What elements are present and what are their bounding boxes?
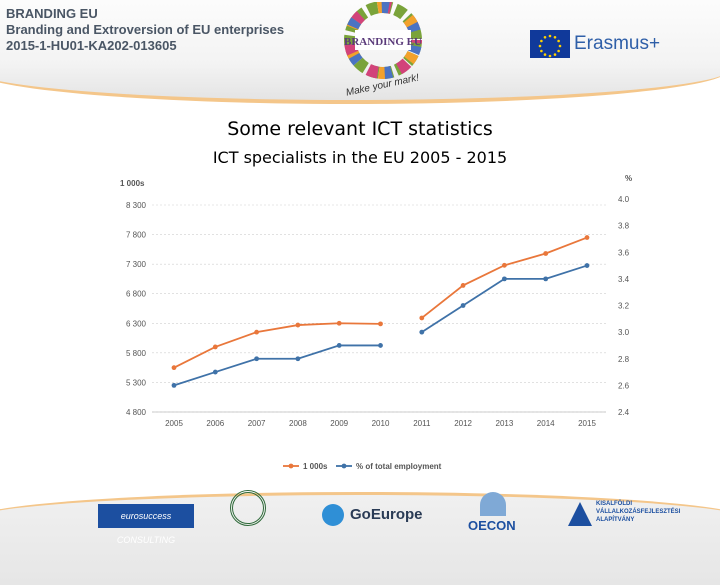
x-tick-label: 2015 [578,419,596,428]
y-left-tick-label: 7 300 [126,260,147,269]
y-right-tick-label: 2.8 [618,355,630,364]
data-point [295,356,301,362]
project-info: BRANDING EU Branding and Extroversion of… [6,6,284,54]
data-point [378,321,383,327]
y-right-tick-label: 3.0 [618,328,630,337]
x-tick-label: 2010 [372,419,390,428]
data-point [295,322,301,328]
goeurope-icon [322,504,344,526]
data-point [584,263,590,268]
y-left-tick-label: 5 300 [126,378,147,387]
data-point [419,315,425,321]
puzzle-ring-icon [344,2,422,79]
kisalfoldi-mountain-icon [568,502,592,526]
footer: eurosuccess CONSULTING GoEurope OECON KI… [0,484,720,585]
data-point [419,329,425,335]
y-right-tick-label: 3.6 [618,248,630,257]
x-tick-label: 2005 [165,419,183,428]
y-left-tick-label: 7 800 [126,231,147,240]
y-left-tick-label: 4 800 [126,408,147,417]
x-tick-label: 2006 [206,419,224,428]
goeurope-logo: GoEurope [322,502,426,530]
page-title: Some relevant ICT statistics [227,118,493,140]
series-line [173,344,381,387]
line-chart: 4 800 5 300 5 800 6 300 6 800 7 300 7 800 8 300… [120,174,632,471]
legend-marker [288,463,294,469]
header: BRANDING EU Branding and Extroversion of… [0,0,720,104]
oecon-logo: OECON [466,492,520,538]
data-point [171,365,177,371]
data-point [336,343,342,348]
branding-eu-logo: BRANDING EU Make your mark! [344,2,422,98]
x-tick-label: 2007 [248,419,266,428]
data-point [254,329,259,335]
x-tick-label: 2008 [289,419,307,428]
data-point [460,283,466,288]
eu-flag-icon [530,30,570,58]
y-right-tick-label: 2.6 [618,381,630,390]
y-left-tick-label: 5 800 [126,349,147,358]
y-right-tick-label: 2.4 [618,408,630,417]
y-left-tick-label: 6 800 [126,290,147,299]
y-right-tick-label: 3.8 [618,222,630,231]
y-left-axis-label: 1 000s [120,179,145,188]
data-point [460,303,466,308]
y-left-tick-label: 6 300 [126,319,147,328]
data-point [584,235,590,240]
erasmus-logo: Erasmus+ [530,30,661,62]
x-tick-label: 2013 [496,419,514,428]
legend-label: 1 000s [303,462,328,471]
x-tick-label: 2014 [537,419,555,428]
y-right-tick-label: 3.4 [618,275,630,284]
data-point [543,276,549,282]
data-point [212,344,218,350]
y-right-tick-label: 3.2 [618,302,630,311]
project-name: BRANDING EU [6,6,98,21]
data-point [378,343,383,348]
x-tick-label: 2012 [454,419,472,428]
oecon-label: OECON [468,518,516,533]
partner-seal-logo [230,490,266,526]
logo-text: BRANDING EU [344,36,422,48]
erasmus-text: Erasmus+ [574,33,661,54]
data-point [254,356,259,362]
data-point [502,262,507,268]
kisalfoldi-logo: KISALFÖLDI VÁLLALKOZÁSFEJLESZTÉSI ALAPÍT… [568,498,698,534]
project-subtitle: Branding and Extroversion of EU enterpri… [6,22,285,37]
data-point [543,251,549,256]
project-code: 2015-1-HU01-KA202-013605 [6,38,177,53]
goeurope-label: GoEurope [350,506,423,523]
data-point [171,382,177,388]
data-point [502,276,507,282]
kisalfoldi-label: KISALFÖLDI VÁLLALKOZÁSFEJLESZTÉSI ALAPÍT… [596,501,681,523]
data-point [212,369,218,375]
eurosuccess-logo: eurosuccess CONSULTING [98,504,194,545]
x-tick-label: 2011 [413,419,431,428]
data-point [336,320,342,326]
legend-marker [341,463,347,469]
oecon-building-icon [480,492,506,516]
x-tick-label: 2009 [330,419,348,428]
legend-label: % of total employment [356,462,442,471]
y-right-tick-label: 4.0 [618,195,630,204]
chart-title: ICT specialists in the EU 2005 - 2015 [212,148,508,167]
y-right-axis-label: % [625,174,632,183]
y-left-tick-label: 8 300 [126,201,147,210]
series-line [173,322,381,369]
